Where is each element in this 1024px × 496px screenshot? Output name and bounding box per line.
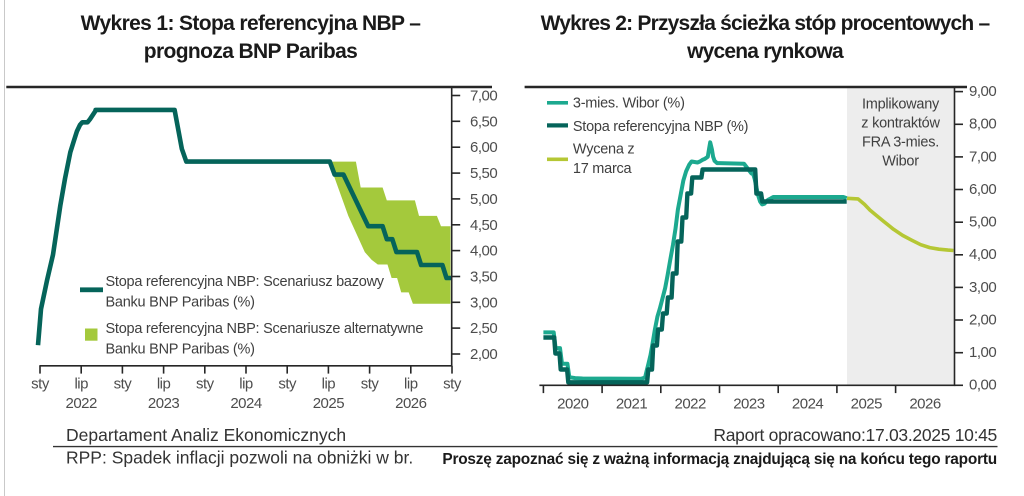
svg-text:1,00: 1,00 [969, 344, 996, 361]
svg-text:lip: lip [74, 376, 88, 393]
svg-text:2024: 2024 [792, 396, 824, 413]
svg-text:Banku BNP Paribas (%): Banku BNP Paribas (%) [106, 341, 255, 357]
svg-text:2025: 2025 [851, 396, 883, 413]
svg-text:4,50: 4,50 [470, 217, 497, 234]
svg-text:2025: 2025 [313, 395, 345, 412]
svg-text:2023: 2023 [148, 395, 180, 412]
svg-text:2,00: 2,00 [969, 311, 996, 328]
svg-text:0,00: 0,00 [969, 377, 996, 394]
svg-text:5,00: 5,00 [470, 191, 497, 208]
svg-text:lip: lip [322, 376, 336, 393]
svg-text:Wycena z: Wycena z [573, 142, 635, 158]
svg-text:2022: 2022 [66, 395, 98, 412]
svg-text:RPP: Spadek inflacji pozwoli n: RPP: Spadek inflacji pozwoli na obniżki … [66, 448, 413, 468]
svg-text:5,50: 5,50 [470, 165, 497, 182]
svg-text:Stopa referencyjna NBP: Scenar: Stopa referencyjna NBP: Scenariusz bazow… [106, 274, 385, 290]
svg-text:sty: sty [361, 376, 380, 393]
svg-text:sty: sty [443, 376, 462, 393]
svg-text:Wykres 1: Stopa referencyjna N: Wykres 1: Stopa referencyjna NBP – [81, 12, 422, 35]
svg-text:lip: lip [404, 376, 418, 393]
svg-text:Departament Analiz Ekonomiczny: Departament Analiz Ekonomicznych [66, 425, 346, 445]
svg-text:2022: 2022 [675, 396, 707, 413]
svg-text:Wykres 2: Przyszła ścieżka stó: Wykres 2: Przyszła ścieżka stóp procento… [541, 12, 991, 35]
svg-text:4,00: 4,00 [969, 246, 996, 263]
svg-text:2026: 2026 [909, 396, 941, 413]
svg-text:3-mies. Wibor (%): 3-mies. Wibor (%) [573, 96, 685, 112]
svg-text:2023: 2023 [733, 396, 765, 413]
svg-text:6,00: 6,00 [969, 181, 996, 198]
svg-text:2020: 2020 [557, 396, 589, 413]
svg-text:lip: lip [239, 376, 253, 393]
svg-text:Raport opracowano:17.03.2025 1: Raport opracowano:17.03.2025 10:45 [713, 425, 997, 445]
svg-text:Stopa referencyjna NBP: Scenar: Stopa referencyjna NBP: Scenariusze alte… [106, 321, 424, 337]
svg-text:2,00: 2,00 [470, 346, 497, 363]
svg-text:9,00: 9,00 [969, 83, 996, 100]
svg-text:2,50: 2,50 [470, 320, 497, 337]
svg-text:FRA 3-mies.: FRA 3-mies. [862, 135, 939, 151]
svg-text:Banku BNP Paribas (%): Banku BNP Paribas (%) [106, 294, 255, 310]
svg-text:7,00: 7,00 [969, 148, 996, 165]
svg-text:3,00: 3,00 [470, 294, 497, 311]
svg-text:Stopa referencyjna NBP (%): Stopa referencyjna NBP (%) [573, 119, 748, 135]
svg-text:Wibor: Wibor [882, 154, 919, 170]
svg-text:6,50: 6,50 [470, 113, 497, 130]
svg-text:3,00: 3,00 [969, 279, 996, 296]
svg-text:7,00: 7,00 [470, 88, 497, 105]
svg-text:2026: 2026 [395, 395, 427, 412]
svg-text:6,00: 6,00 [470, 139, 497, 156]
svg-text:5,00: 5,00 [969, 214, 996, 231]
svg-text:4,00: 4,00 [470, 243, 497, 260]
svg-text:2021: 2021 [616, 396, 648, 413]
svg-text:Proszę zapoznać się z ważną in: Proszę zapoznać się z ważną informacją z… [442, 451, 997, 468]
svg-text:sty: sty [278, 376, 297, 393]
svg-text:lip: lip [157, 376, 171, 393]
svg-text:wycena rynkowa: wycena rynkowa [686, 40, 844, 63]
svg-text:Implikowany: Implikowany [862, 97, 940, 113]
svg-text:2024: 2024 [230, 395, 262, 412]
svg-text:prognoza BNP Paribas: prognoza BNP Paribas [144, 40, 357, 63]
svg-text:17 marca: 17 marca [573, 161, 633, 177]
svg-text:sty: sty [31, 376, 50, 393]
svg-text:z kontraktów: z kontraktów [861, 116, 940, 132]
svg-text:sty: sty [114, 376, 133, 393]
svg-text:3,50: 3,50 [470, 269, 497, 286]
svg-text:8,00: 8,00 [969, 116, 996, 133]
svg-text:sty: sty [196, 376, 215, 393]
